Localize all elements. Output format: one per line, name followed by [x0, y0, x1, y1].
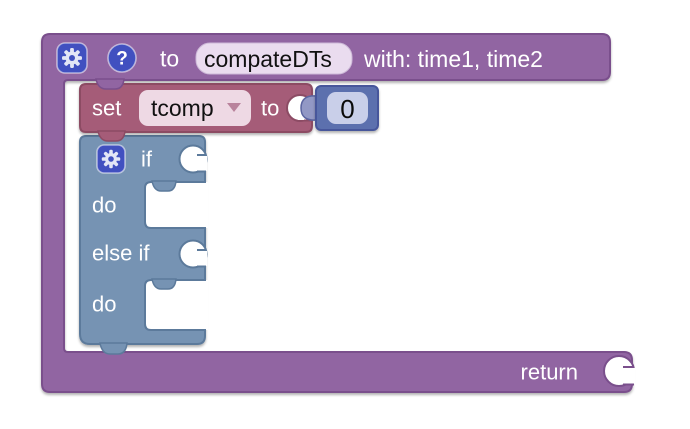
procedure-params-label: with: time1, time2 [363, 46, 543, 72]
elseif-condition-socket [178, 239, 208, 269]
statement-notch-tab [151, 278, 177, 290]
if-block[interactable]: if do else if do [79, 135, 208, 355]
do2-statement-mouth [144, 278, 208, 331]
statement-notch-tab [151, 180, 177, 192]
procedure-name-field[interactable]: compateDTs [195, 42, 353, 75]
question-icon: ? [116, 49, 128, 70]
return-value-socket [603, 355, 635, 387]
gear-hole [108, 156, 114, 162]
set-variable-block[interactable]: set tcomp to [79, 83, 314, 142]
do1-label: do [92, 193, 116, 218]
do2-label: do [92, 292, 116, 317]
if-block-next-tab [99, 342, 128, 355]
number-value-field[interactable] [327, 92, 368, 124]
if-condition-socket [178, 144, 208, 174]
to-label: to [160, 46, 179, 72]
variable-dropdown[interactable]: tcomp [139, 90, 251, 126]
if-label: if [141, 147, 153, 172]
set-to-label: to [261, 96, 279, 121]
return-label: return [521, 360, 578, 385]
variable-name: tcomp [151, 95, 214, 121]
do1-statement-mouth [144, 180, 208, 229]
procedure-block[interactable] [41, 33, 633, 393]
procedure-help-button[interactable]: ? [107, 43, 137, 73]
procedure-name: compateDTs [204, 46, 332, 72]
set-label: set [92, 96, 121, 121]
number-block[interactable]: 0 [300, 85, 379, 131]
set-block-next-tab [97, 130, 126, 142]
number-plug-tab [300, 95, 317, 121]
chevron-down-icon [227, 103, 241, 112]
number-value: 0 [340, 94, 354, 124]
else-if-label: else if [92, 241, 150, 266]
header-statement-tab [95, 78, 125, 90]
gear-hole [69, 55, 75, 61]
